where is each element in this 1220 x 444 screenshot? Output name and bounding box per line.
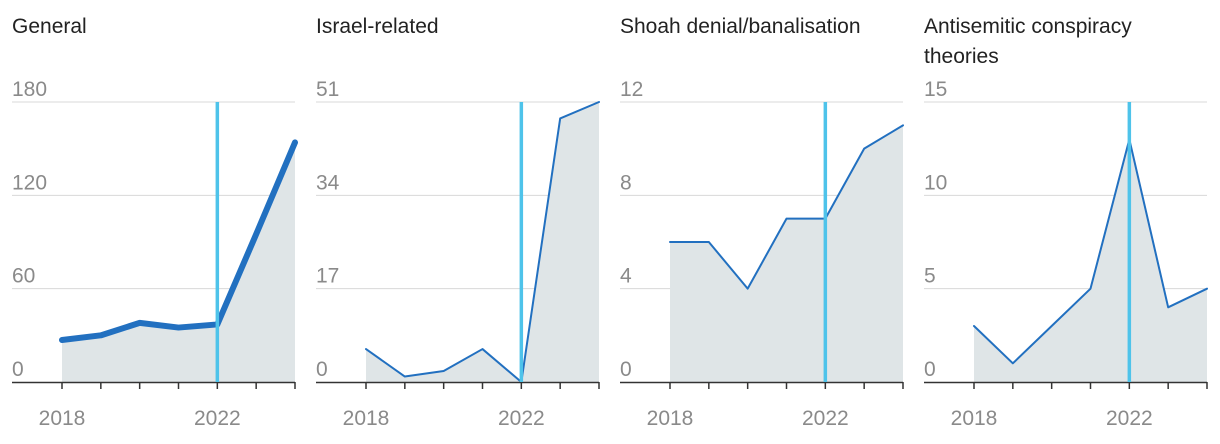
data-point: [482, 348, 484, 350]
data-point: [404, 376, 406, 378]
panel-title: Antisemitic conspiracy theories: [924, 15, 1132, 68]
data-point: [1012, 362, 1014, 364]
x-tick-label: 2022: [194, 407, 241, 430]
area-fill: [62, 142, 295, 382]
data-point: [294, 141, 296, 143]
y-tick-label: 10: [924, 171, 947, 194]
x-tick-label: 2018: [39, 407, 86, 430]
area-fill: [974, 139, 1207, 382]
x-tick-label: 2022: [802, 407, 849, 430]
data-point: [973, 325, 975, 327]
x-tick-label: 2022: [1106, 407, 1153, 430]
data-point: [902, 124, 904, 126]
data-point: [747, 288, 749, 290]
chart-panel: Israel-related 0 17 34 51 2018 2022: [304, 0, 604, 444]
y-tick-label: 12: [620, 78, 643, 101]
x-tick-label: 2018: [647, 407, 694, 430]
data-point: [1167, 306, 1169, 308]
y-tick-label: 8: [620, 171, 632, 194]
y-tick-label: 17: [316, 265, 339, 288]
data-point: [1206, 288, 1208, 290]
data-point: [61, 339, 63, 341]
data-point: [365, 348, 367, 350]
data-point: [1051, 325, 1053, 327]
panel-svg: 0 60 120 180 2018 2022: [12, 78, 298, 430]
series-line: [59, 139, 298, 343]
data-point: [100, 334, 102, 336]
area-fill: [670, 125, 903, 382]
x-tick-label: 2018: [343, 407, 390, 430]
panel-svg: 0 17 34 51 2018 2022: [316, 78, 600, 430]
y-tick-label: 0: [924, 358, 936, 381]
panel-svg: 0 4 8 12 2018 2022: [620, 78, 904, 430]
data-point: [443, 370, 445, 372]
series-line: [365, 101, 600, 383]
panel-svg: 0 5 10 15 2018 2022: [924, 78, 1208, 430]
chart-panel: General 0 60 120 180 2018 2022: [0, 0, 300, 444]
y-tick-label: 5: [924, 265, 936, 288]
data-point: [178, 327, 180, 329]
x-tick-label: 2018: [951, 407, 998, 430]
panel-title: Israel-related: [316, 15, 439, 38]
series-line: [669, 124, 904, 290]
y-tick-label: 51: [316, 78, 339, 101]
data-point: [255, 233, 257, 235]
y-tick-label: 4: [620, 265, 632, 288]
y-tick-label: 120: [12, 171, 47, 194]
y-tick-label: 34: [316, 171, 340, 194]
data-point: [863, 148, 865, 150]
chart-panel: Antisemitic conspiracy theories 0 5 10 15 201…: [912, 0, 1212, 444]
chart-panel: Shoah denial/banalisation 0 4 8 12 2018 2022: [608, 0, 908, 444]
y-tick-label: 15: [924, 78, 947, 101]
data-point: [598, 101, 600, 103]
y-tick-label: 0: [316, 358, 328, 381]
area-fill: [366, 102, 599, 382]
panel-title: General: [12, 15, 87, 38]
data-point: [669, 241, 671, 243]
y-tick-label: 0: [12, 358, 24, 381]
y-tick-label: 180: [12, 78, 47, 101]
data-point: [139, 322, 141, 324]
data-point: [1090, 288, 1092, 290]
y-tick-label: 60: [12, 265, 35, 288]
data-point: [786, 218, 788, 220]
y-tick-label: 0: [620, 358, 632, 381]
panel-title: Shoah denial/banalisation: [620, 15, 861, 38]
data-point: [559, 117, 561, 119]
data-point: [708, 241, 710, 243]
x-tick-label: 2022: [498, 407, 545, 430]
series-line: [973, 138, 1208, 365]
